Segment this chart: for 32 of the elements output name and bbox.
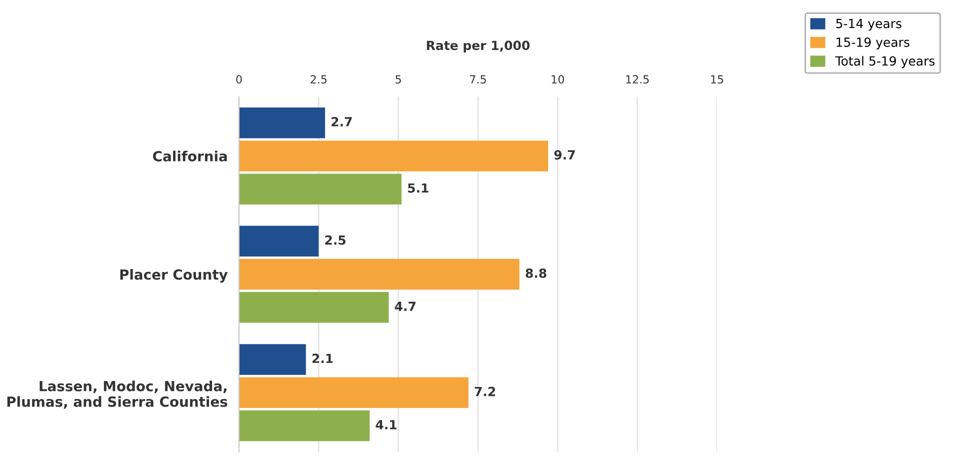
x-tick-label: 5 (396, 75, 401, 84)
y-tick-label: Placer County (120, 269, 228, 283)
bar (239, 226, 319, 257)
data-label: 2.7 (332, 117, 352, 126)
bar (239, 258, 520, 290)
bar (239, 292, 389, 323)
x-tick-label: 12.5 (626, 75, 649, 84)
bar (239, 344, 306, 375)
data-label: 4.7 (394, 302, 416, 311)
x-tick-label: 0 (236, 75, 242, 84)
x-tick-label: 2.5 (310, 75, 327, 84)
data-label: 4.1 (376, 420, 396, 430)
bar (239, 140, 548, 172)
x-tick-label: 10 (552, 75, 564, 84)
bar (239, 174, 402, 204)
bar (239, 107, 326, 138)
y-tick-label: Lassen, Modoc, Nevada, Plumas, and Sierra Counties (7, 380, 228, 409)
data-label: 2.1 (312, 354, 333, 363)
data-label: 9.7 (554, 150, 575, 160)
x-tick-label: 15 (711, 75, 724, 84)
data-label: 8.8 (526, 268, 546, 278)
bar (239, 410, 370, 442)
y-tick-label: California (153, 150, 227, 162)
x-axis-title: Rate per 1,000 (426, 40, 530, 53)
legend-label: 5-14 years (836, 18, 902, 31)
data-label: 2.5 (325, 235, 346, 245)
x-tick-label: 7.5 (470, 75, 486, 84)
data-label: 7.2 (474, 386, 496, 396)
data-label: 5.1 (408, 183, 428, 193)
legend-label: 15-19 years (836, 37, 910, 50)
bar (239, 377, 468, 408)
legend-label: Total 5-19 years (835, 56, 935, 68)
